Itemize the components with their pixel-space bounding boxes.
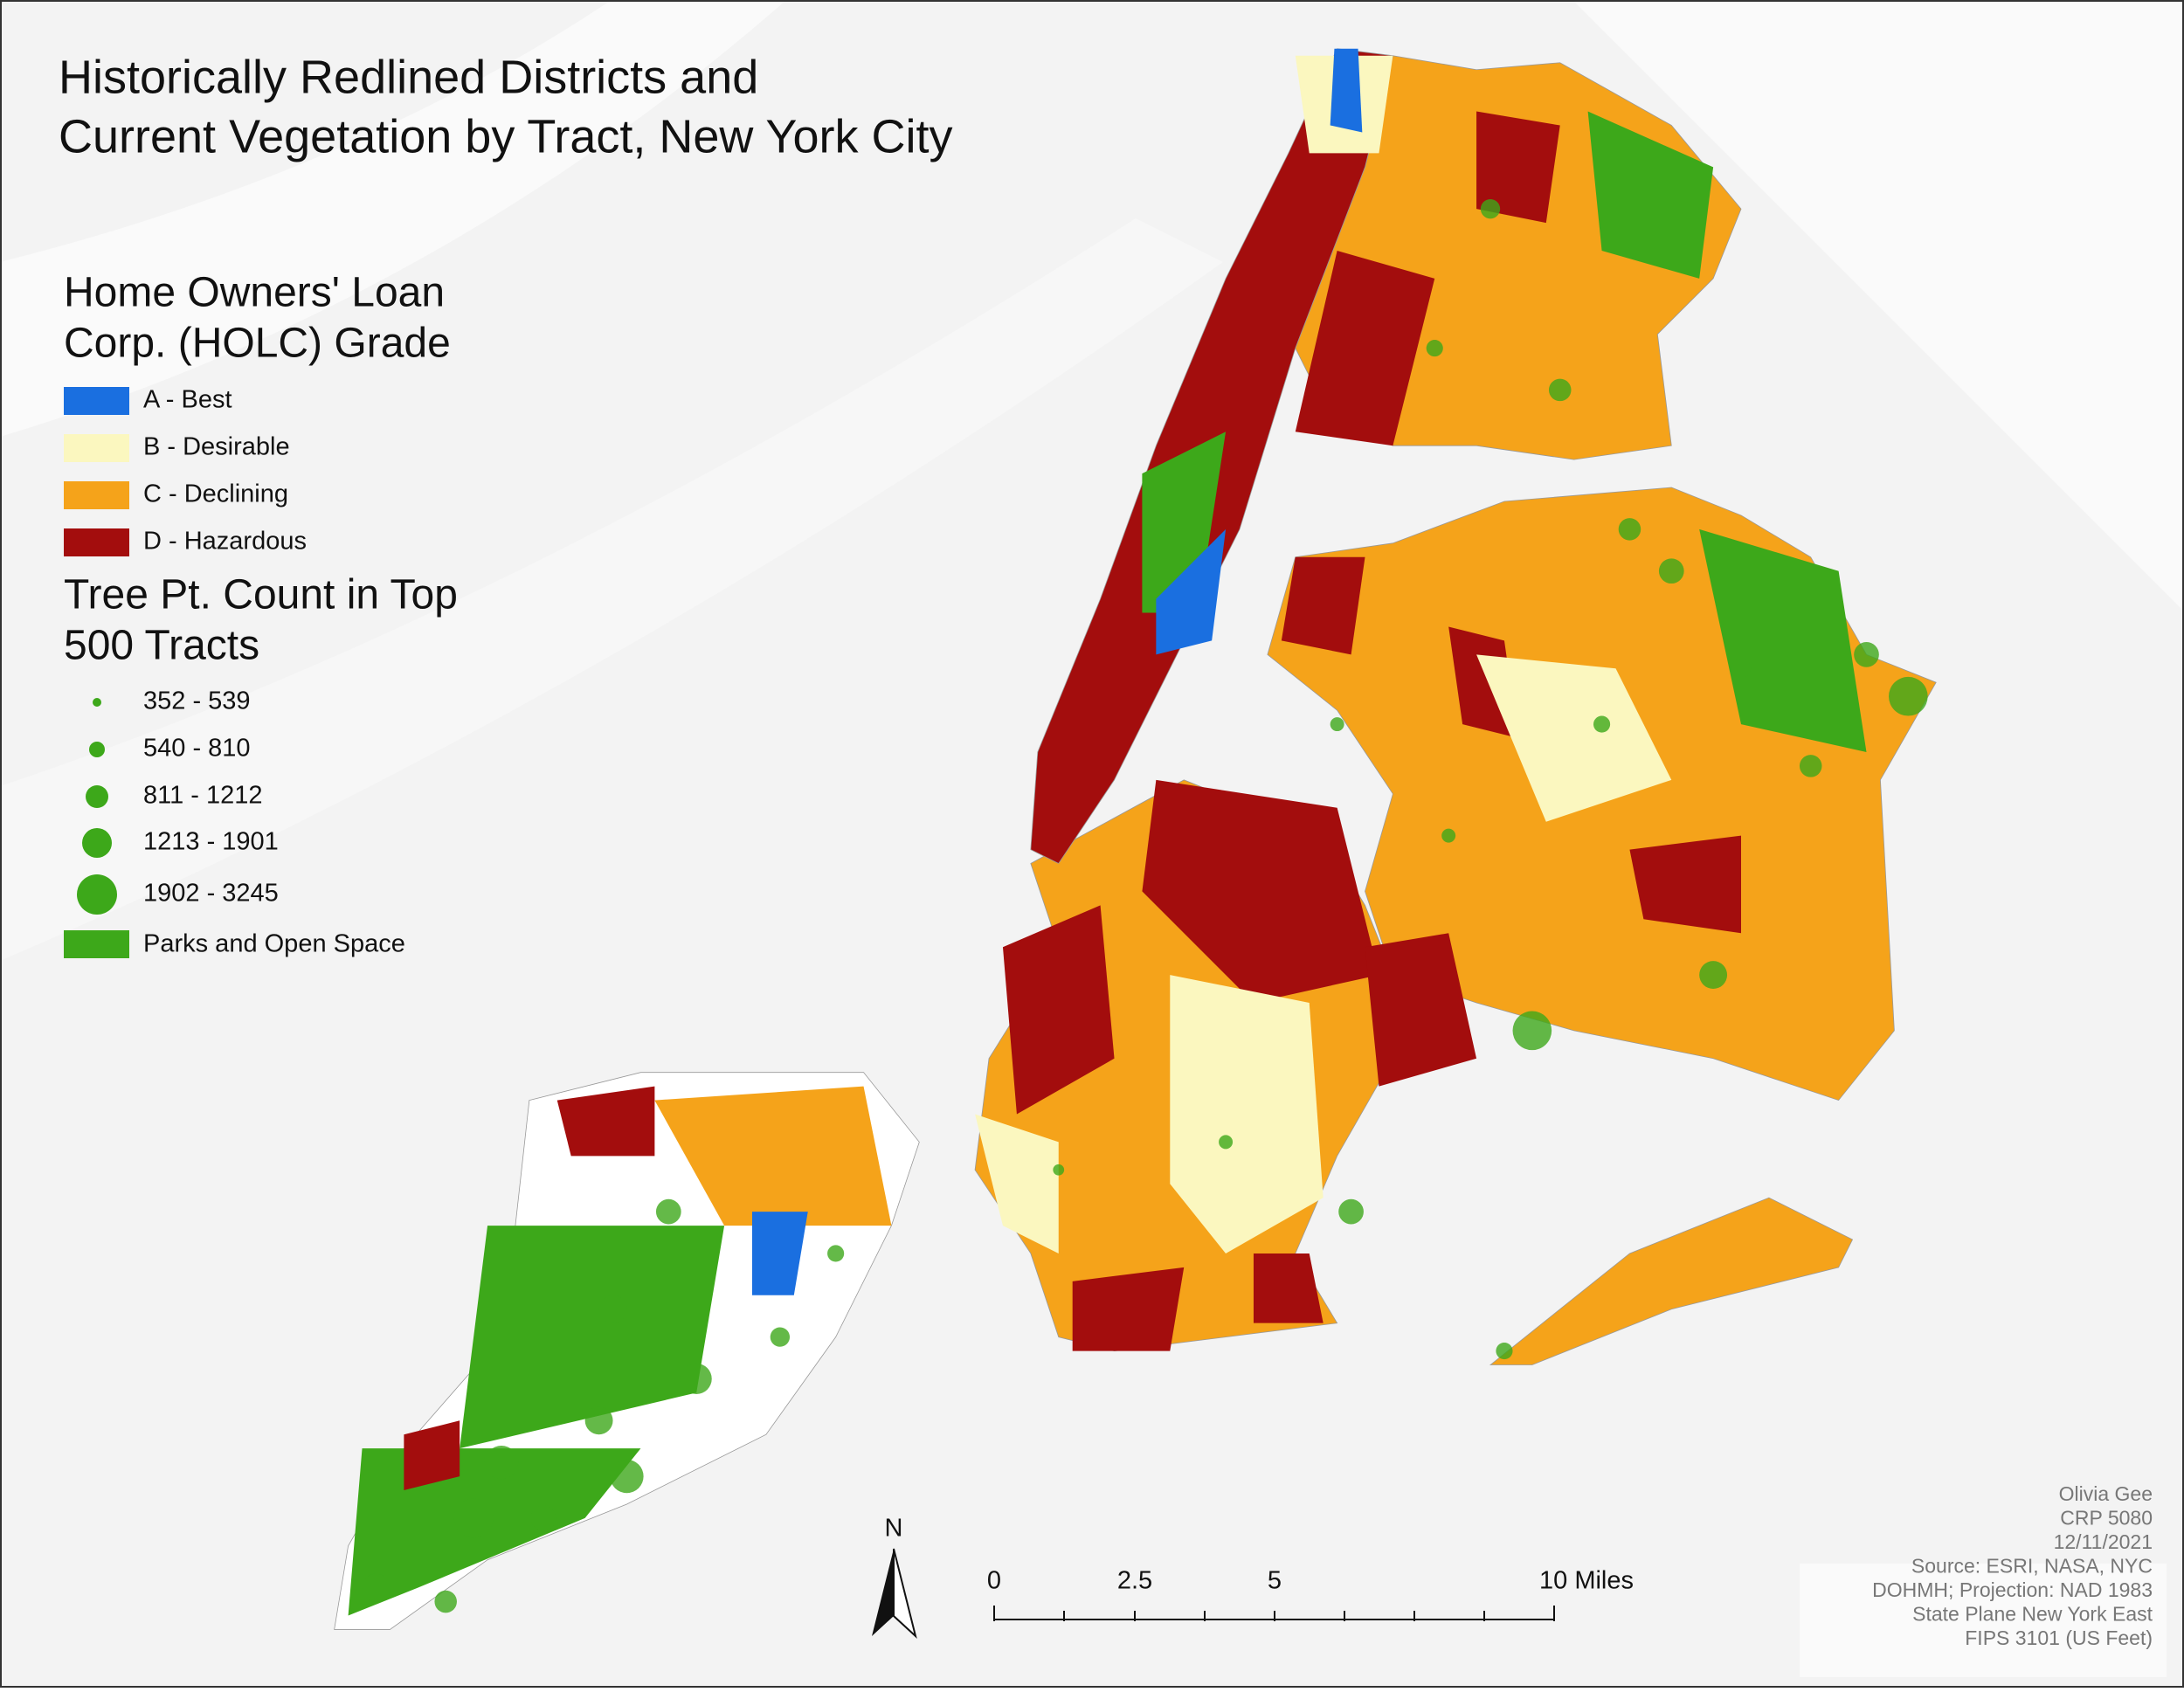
legend-item: 352 - 539: [143, 687, 251, 715]
legend-swatch: [64, 481, 129, 509]
legend-swatch: [64, 528, 129, 556]
credit-line: Source: ESRI, NASA, NYC: [1911, 1555, 2153, 1578]
legend-item: D - Hazardous: [143, 528, 307, 556]
north-arrow: [893, 1548, 917, 1639]
legend-swatch: [64, 387, 129, 415]
legend-item: 1213 - 1901: [143, 828, 279, 856]
legend-heading: Home Owners' Loan: [64, 270, 445, 316]
legend-swatch: [64, 434, 129, 462]
legend-symbol: [86, 785, 108, 808]
legend-swatch: [64, 930, 129, 958]
legend-heading: 500 Tracts: [64, 623, 259, 669]
north-label: N: [885, 1515, 903, 1543]
legend-item: 811 - 1212: [143, 782, 263, 810]
scale-label: 2.5: [1117, 1567, 1152, 1595]
credit-line: DOHMH; Projection: NAD 1983: [1872, 1578, 2153, 1601]
rockaway: [1489, 1197, 1854, 1365]
scale-label: 0: [987, 1567, 1001, 1595]
credit-line: FIPS 3101 (US Feet): [1965, 1626, 2153, 1649]
scale-bar: [993, 1606, 1555, 1621]
legend-item: C - Declining: [143, 480, 288, 508]
legend-item: 540 - 810: [143, 735, 251, 763]
title: Historically Redlined Districts and: [59, 51, 758, 103]
legend-item: A - Best: [143, 386, 232, 414]
title: Current Vegetation by Tract, New York Ci…: [59, 110, 953, 162]
legend-symbol: [93, 698, 101, 707]
holc-patches: [348, 48, 1867, 1616]
north-arrow: [872, 1549, 894, 1636]
scale-label: 10 Miles: [1539, 1567, 1634, 1595]
credit-line: State Plane New York East: [1912, 1603, 2153, 1626]
legend-heading: Tree Pt. Count in Top: [64, 572, 458, 618]
legend-symbol: [89, 742, 105, 757]
tree-circles: [362, 198, 1928, 1613]
legend-item: Parks and Open Space: [143, 930, 405, 958]
legend-symbol: [82, 828, 112, 858]
credit-line: CRP 5080: [2060, 1507, 2153, 1530]
relief: [0, 0, 2184, 961]
legend-item: 1902 - 3245: [143, 880, 279, 908]
legend-item: B - Desirable: [143, 433, 290, 461]
legend-heading: Corp. (HOLC) Grade: [64, 321, 451, 367]
scale-label: 5: [1268, 1567, 1282, 1595]
credit-line: Olivia Gee: [2059, 1482, 2153, 1505]
map: [334, 48, 1937, 1630]
credit-line: 12/11/2021: [2054, 1530, 2153, 1553]
legend-symbol: [77, 874, 117, 915]
credit-box: [1800, 1564, 2167, 1677]
